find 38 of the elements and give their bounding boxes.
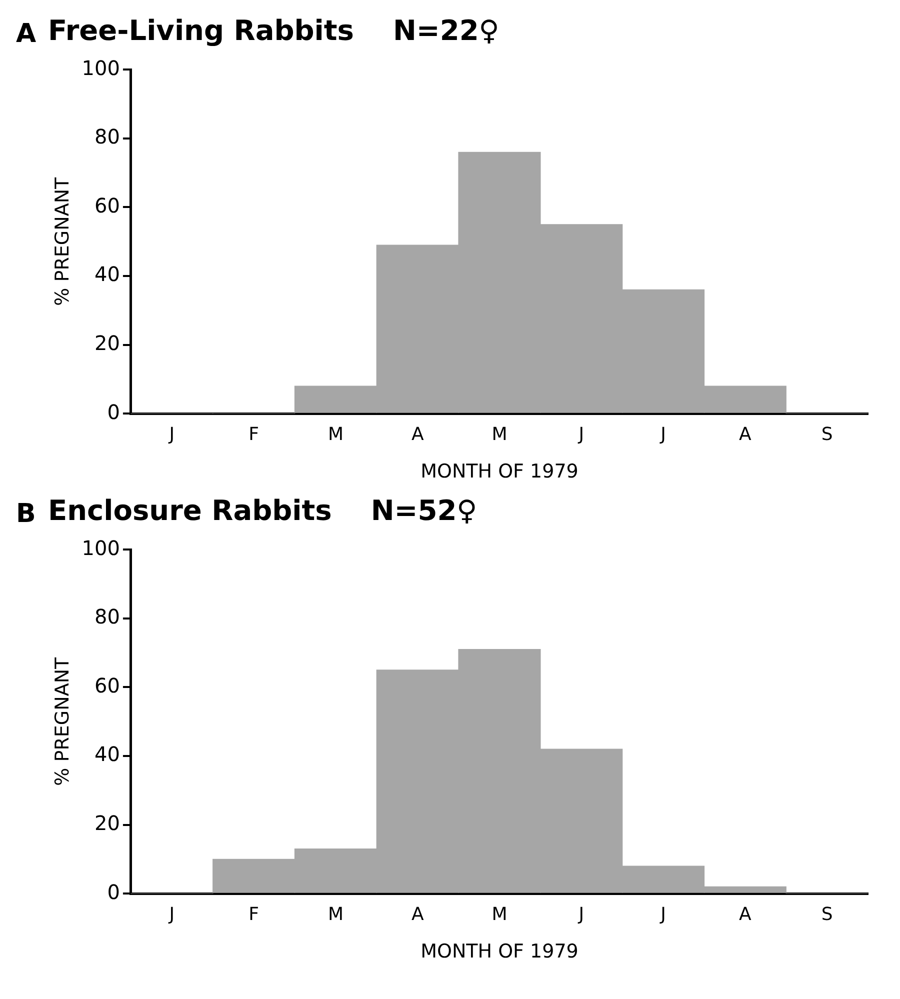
x-tick-label: A (411, 904, 424, 926)
text: A (16, 19, 36, 49)
y-tick-label: 60 (94, 193, 120, 218)
y-tick-label: 80 (94, 604, 120, 629)
y-axis-title: % PREGNANT (51, 176, 74, 306)
y-tick-label: 80 (94, 124, 120, 149)
y-tick-label: 40 (94, 742, 120, 766)
x-tick-label: J (168, 424, 175, 446)
x-tick-label: J (578, 904, 584, 926)
x-axis-title: MONTH OF 1979 (420, 940, 578, 963)
y-tick-label: 0 (107, 880, 120, 904)
y-tick-label: 100 (82, 56, 120, 80)
x-tick-label: A (739, 424, 752, 446)
y-tick-label: 20 (94, 811, 120, 836)
text: B (16, 499, 36, 529)
y-tick-label: 20 (94, 331, 120, 356)
x-tick-label: A (411, 424, 424, 446)
x-tick-label: A (739, 904, 752, 926)
x-tick-label: J (168, 904, 175, 926)
x-tick-label: M (492, 424, 508, 446)
x-axis-title: MONTH OF 1979 (420, 460, 578, 483)
y-tick-label: 100 (82, 536, 120, 560)
y-axis-title: % PREGNANT (51, 656, 74, 786)
x-tick-label: J (660, 424, 666, 446)
y-tick-label: 40 (94, 262, 120, 286)
x-tick-label: J (660, 904, 666, 926)
x-tick-label: F (248, 424, 259, 446)
chart-title: Free-Living Rabbits N=22♀ (48, 14, 500, 48)
chart-title: Enclosure Rabbits N=52♀ (48, 494, 478, 528)
y-tick-label: 60 (94, 673, 120, 698)
y-tick-label: 0 (107, 400, 120, 424)
x-tick-label: J (578, 424, 584, 446)
x-tick-label: S (821, 904, 833, 926)
x-tick-label: S (821, 424, 833, 446)
x-tick-label: M (328, 904, 344, 926)
x-tick-label: M (328, 424, 344, 446)
x-tick-label: F (248, 904, 259, 926)
x-tick-label: M (492, 904, 508, 926)
